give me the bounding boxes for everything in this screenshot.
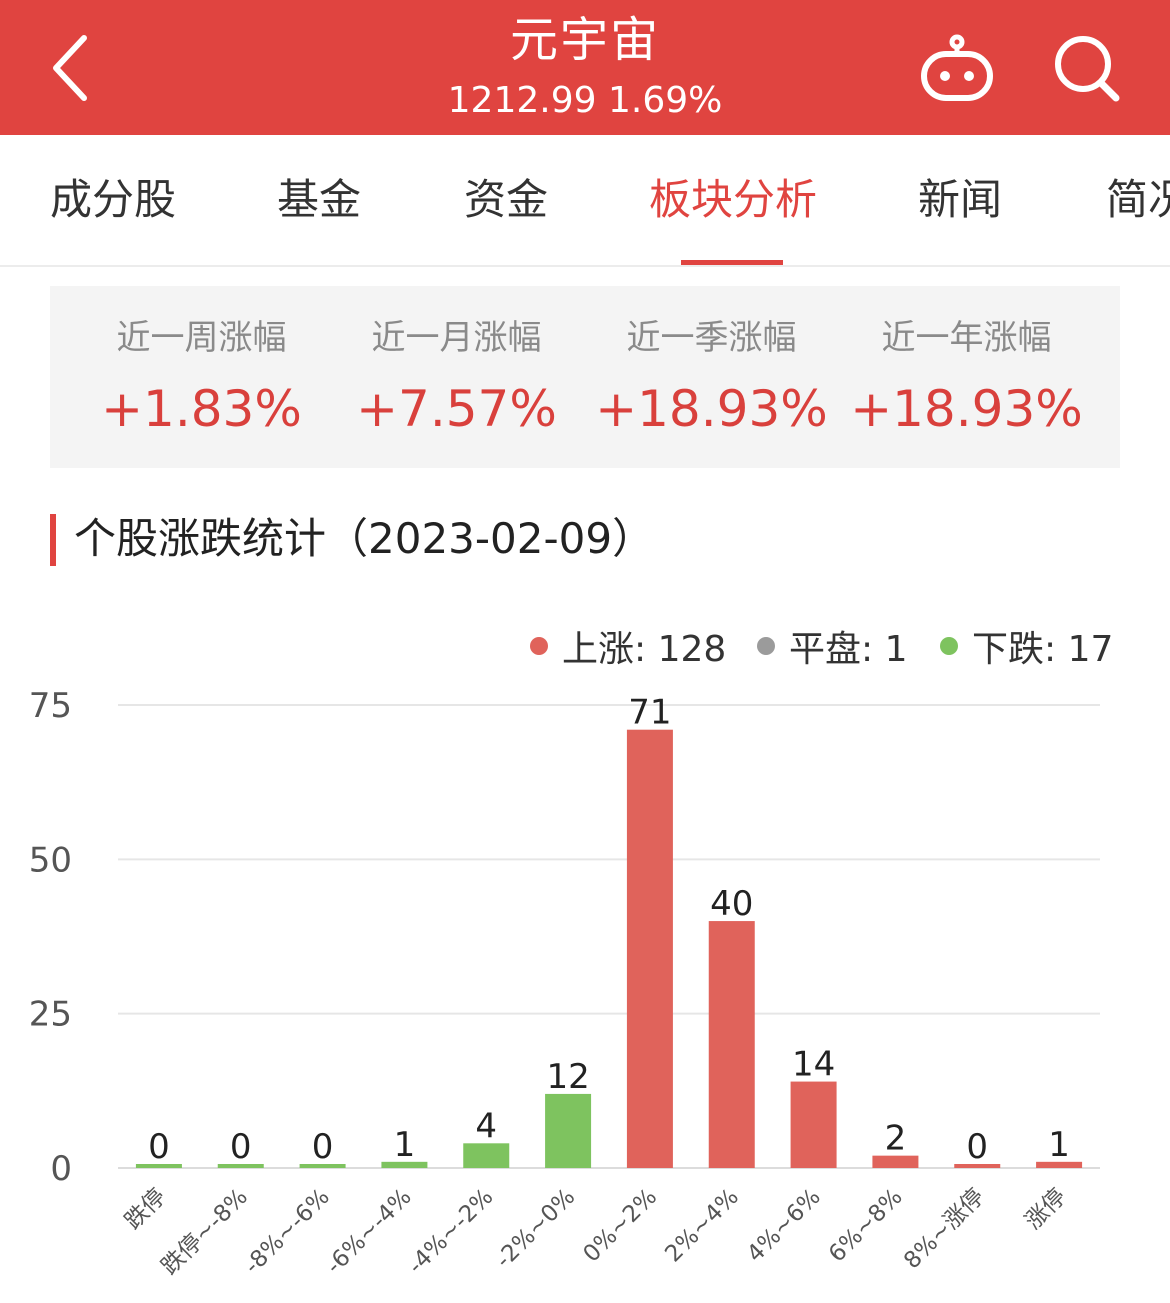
legend-rise: 上涨: 128	[530, 622, 726, 670]
legend-flat: 平盘: 1	[757, 622, 907, 670]
legend-label: 上涨: 128	[562, 629, 727, 670]
section-title: 个股涨跌统计（2023-02-09）	[74, 514, 655, 563]
x-tick-label: 0%~2%	[579, 1184, 663, 1268]
x-tick-label: 8%~涨停	[899, 1184, 989, 1274]
x-tick-label: 跌停~-8%	[157, 1184, 253, 1280]
bar	[135, 1164, 182, 1168]
bar	[217, 1164, 264, 1168]
bar	[463, 1143, 510, 1168]
bar-value-label: 71	[628, 693, 671, 733]
stat-label: 近一季涨幅	[626, 318, 797, 358]
x-tick-label: 4%~6%	[742, 1184, 826, 1268]
legend-dot-rise	[530, 637, 548, 655]
tab-constituents[interactable]: 成分股	[50, 175, 177, 224]
bar	[1036, 1161, 1083, 1168]
bar-value-label: 2	[885, 1119, 907, 1159]
stat-value: +7.57%	[356, 380, 557, 438]
tab-capital[interactable]: 资金	[464, 175, 549, 224]
bar-value-label: 1	[394, 1125, 416, 1165]
stat-month: 近一月涨幅 +7.57%	[329, 286, 584, 468]
bar	[381, 1161, 428, 1168]
bar	[954, 1164, 1001, 1168]
stat-week: 近一周涨幅 +1.83%	[74, 286, 329, 468]
bar	[790, 1081, 837, 1168]
stat-value: +1.83%	[101, 380, 302, 438]
bar-value-label: 0	[230, 1127, 252, 1167]
header-bar: 元宇宙 1212.99 1.69%	[0, 0, 1170, 135]
legend-dot-fall	[940, 637, 958, 655]
bar	[545, 1093, 592, 1168]
bar	[299, 1164, 346, 1168]
y-tick-label: 0	[50, 1149, 72, 1189]
active-tab-indicator	[681, 260, 783, 265]
legend-label: 下跌: 17	[972, 629, 1114, 670]
stat-value: +18.93%	[595, 380, 828, 438]
tab-bar: 成分股 基金 资金 板块分析 新闻 简况	[0, 135, 1170, 267]
distribution-bar-chart: 0 25 50 75 0 跌停 0 跌停~-8% 0 -8%~-6% 1 -6%~-4% 4 -4%~-2…	[29, 686, 1100, 1280]
stat-label: 近一年涨幅	[881, 318, 1052, 358]
tab-overview[interactable]: 简况	[1106, 175, 1170, 224]
chevron-left-icon[interactable]	[40, 30, 100, 106]
stat-quarter: 近一季涨幅 +18.93%	[584, 286, 839, 468]
section-accent-bar	[50, 514, 56, 566]
bar-value-label: 0	[966, 1127, 988, 1167]
x-tick-label: -6%~-4%	[321, 1184, 416, 1279]
tab-funds[interactable]: 基金	[277, 175, 362, 224]
x-tick-label: 跌停	[120, 1184, 171, 1235]
bar	[626, 729, 673, 1168]
bar-value-label: 12	[546, 1057, 589, 1097]
x-tick-label: -8%~-6%	[239, 1184, 334, 1279]
x-tick-label: -4%~-2%	[403, 1184, 498, 1279]
legend-dot-flat	[757, 637, 775, 655]
tab-news[interactable]: 新闻	[918, 175, 1003, 224]
index-quote: 1212.99 1.69%	[447, 80, 723, 121]
x-tick-label: 6%~8%	[824, 1184, 908, 1268]
x-tick-label: -2%~0%	[491, 1184, 580, 1273]
performance-summary: 近一周涨幅 +1.83% 近一月涨幅 +7.57% 近一季涨幅 +18.93% …	[50, 286, 1120, 468]
bar	[708, 921, 755, 1168]
search-icon[interactable]	[1050, 32, 1124, 104]
stat-value: +18.93%	[850, 380, 1083, 438]
bar-value-label: 0	[312, 1127, 334, 1167]
x-tick-label: 涨停	[1020, 1184, 1071, 1235]
bar-value-label: 1	[1048, 1125, 1070, 1165]
tab-sector-analysis[interactable]: 板块分析	[649, 175, 818, 224]
y-tick-label: 75	[29, 686, 72, 726]
legend-fall: 下跌: 17	[940, 622, 1113, 670]
legend-label: 平盘: 1	[789, 629, 908, 670]
page-title: 元宇宙	[509, 12, 660, 68]
bar-value-label: 14	[792, 1045, 835, 1085]
bar-value-label: 0	[148, 1127, 170, 1167]
y-tick-label: 25	[29, 995, 72, 1035]
bar	[872, 1155, 919, 1168]
x-tick-label: 2%~4%	[660, 1184, 744, 1268]
stat-label: 近一周涨幅	[116, 318, 287, 358]
robot-icon[interactable]	[918, 34, 996, 102]
y-tick-label: 50	[29, 840, 72, 880]
bar-value-label: 4	[475, 1106, 497, 1146]
stat-label: 近一月涨幅	[371, 318, 542, 358]
stat-year: 近一年涨幅 +18.93%	[839, 286, 1094, 468]
bar-value-label: 40	[710, 884, 753, 924]
